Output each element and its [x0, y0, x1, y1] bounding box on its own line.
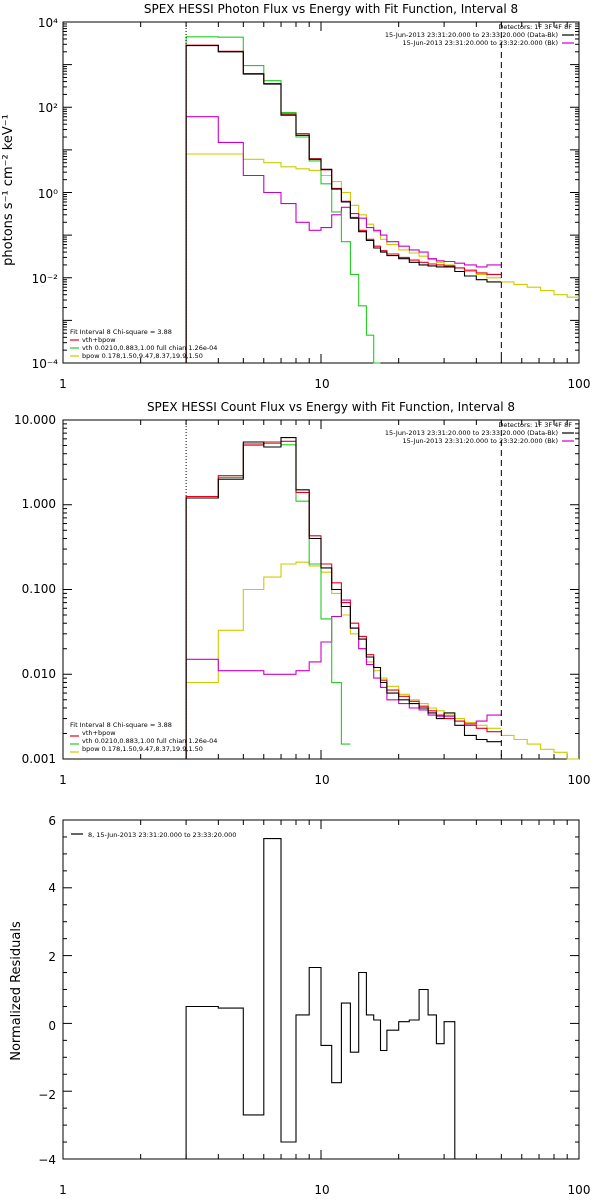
- residuals-ytick-6: 6: [48, 814, 56, 828]
- residuals-ylabel: Normalized Residuals: [9, 921, 24, 1061]
- count-flux-ytick-0.010: 0.010: [22, 667, 56, 681]
- residuals-ytick-2: 2: [48, 950, 56, 964]
- count-flux-legend-left-chi: Fit Interval 8 Chi-square = 3.88: [70, 721, 172, 729]
- residuals-panel: Normalized Residuals 1 10 100 −4 −2 0 2 …: [9, 814, 590, 1197]
- series-vth-line: [185, 36, 381, 364]
- count-flux-plot: [62, 419, 580, 760]
- count-flux-title: SPEX HESSI Count Flux vs Energy with Fit…: [147, 400, 515, 414]
- photon-flux-legend-right-title: Detectors: 1F 3F 4F 8F: [498, 23, 572, 31]
- series-background-line: [185, 116, 502, 363]
- series-bpow-extension-line: [501, 734, 579, 760]
- series-bpow-line: [185, 153, 502, 363]
- photon-flux-legend-left-vth: vth 0.0210,0.883,1.00 full chian 1.26e-0…: [82, 344, 217, 352]
- count-flux-ytick-10.000: 10.000: [14, 413, 56, 427]
- count-flux-ytick-0.100: 0.100: [22, 582, 56, 596]
- count-flux-legend-right-data: 15-Jun-2013 23:31:20.000 to 23:33:20.000…: [385, 429, 558, 437]
- count-flux-xtick-10: 10: [314, 773, 329, 787]
- photon-flux-xtick-10: 10: [314, 377, 329, 391]
- count-flux-legend-left-bpow: bpow 0.178,1.50,9.47,8.37,19.9,1.50: [82, 745, 203, 753]
- residuals-xtick-100: 100: [568, 1183, 591, 1197]
- residuals-xtick-10: 10: [314, 1183, 329, 1197]
- photon-flux-legend-right-bk: 15-Jun-2013 23:31:20.000 to 23:32:20.000…: [403, 39, 558, 47]
- photon-flux-xtick-1: 1: [59, 377, 67, 391]
- series-total-line: [185, 44, 502, 363]
- photon-flux-legend-left-bpow: bpow 0.178,1.50,9.47,8.37,19.9,1.50: [82, 352, 203, 360]
- series-vth-line: [185, 442, 351, 759]
- count-flux-xtick-1: 1: [59, 773, 67, 787]
- series-data-line: [185, 437, 502, 759]
- photon-flux-legend-left-total: vth+bpow: [82, 336, 116, 344]
- residuals-ytick-4: 4: [48, 881, 56, 895]
- photon-flux-legend-left-chi: Fit Interval 8 Chi-square = 3.88: [70, 328, 172, 336]
- photon-flux-xtick-100: 100: [568, 377, 591, 391]
- residuals-legend: 8, 15-Jun-2013 23:31:20.000 to 23:33:20.…: [88, 831, 236, 839]
- series-bpow-line: [185, 561, 502, 759]
- photon-flux-panel: SPEX HESSI Photon Flux vs Energy with Fi…: [1, 2, 590, 391]
- count-flux-panel: SPEX HESSI Count Flux vs Energy with Fit…: [14, 400, 590, 787]
- count-flux-legend-right-title: Detectors: 1F 3F 4F 8F: [498, 421, 572, 429]
- photon-flux-ytick-1e-2: 10⁻²: [32, 272, 59, 286]
- photon-flux-ylabel: photons s⁻¹ cm⁻² keV⁻¹: [1, 114, 16, 266]
- residuals-line: [185, 838, 456, 1159]
- photon-flux-ytick-1e0: 10⁰: [38, 187, 58, 201]
- photon-flux-ytick-1e2: 10²: [38, 101, 58, 115]
- count-flux-legend-right-bk: 15-Jun-2013 23:31:20.000 to 23:32:20.000…: [403, 437, 558, 445]
- count-flux-ytick-1.000: 1.000: [22, 497, 56, 511]
- residuals-ytick-m4: −4: [38, 1153, 56, 1167]
- count-flux-legend-left-total: vth+bpow: [82, 729, 116, 737]
- residuals-plot: [62, 819, 580, 1160]
- photon-flux-legend-right-data: 15-Jun-2013 23:31:20.000 to 23:33:20.000…: [385, 31, 558, 39]
- series-bpow-extension-line: [501, 281, 579, 298]
- photon-flux-title: SPEX HESSI Photon Flux vs Energy with Fi…: [144, 2, 518, 16]
- photon-flux-plot: [62, 21, 580, 364]
- photon-flux-ytick-1e4: 10⁴: [38, 16, 58, 30]
- series-data-line: [185, 45, 502, 363]
- count-flux-ytick-0.001: 0.001: [22, 752, 56, 766]
- count-flux-xtick-100: 100: [568, 773, 591, 787]
- series-background-line: [185, 599, 502, 759]
- photon-flux-ytick-1e-4: 10⁻⁴: [32, 357, 59, 371]
- residuals-ytick-m2: −2: [38, 1088, 56, 1102]
- residuals-xtick-1: 1: [59, 1183, 67, 1197]
- residuals-ytick-0: 0: [48, 1019, 56, 1033]
- count-flux-legend-left-vth: vth 0.0210,0.883,1.00 full chian 1.26e-0…: [82, 737, 217, 745]
